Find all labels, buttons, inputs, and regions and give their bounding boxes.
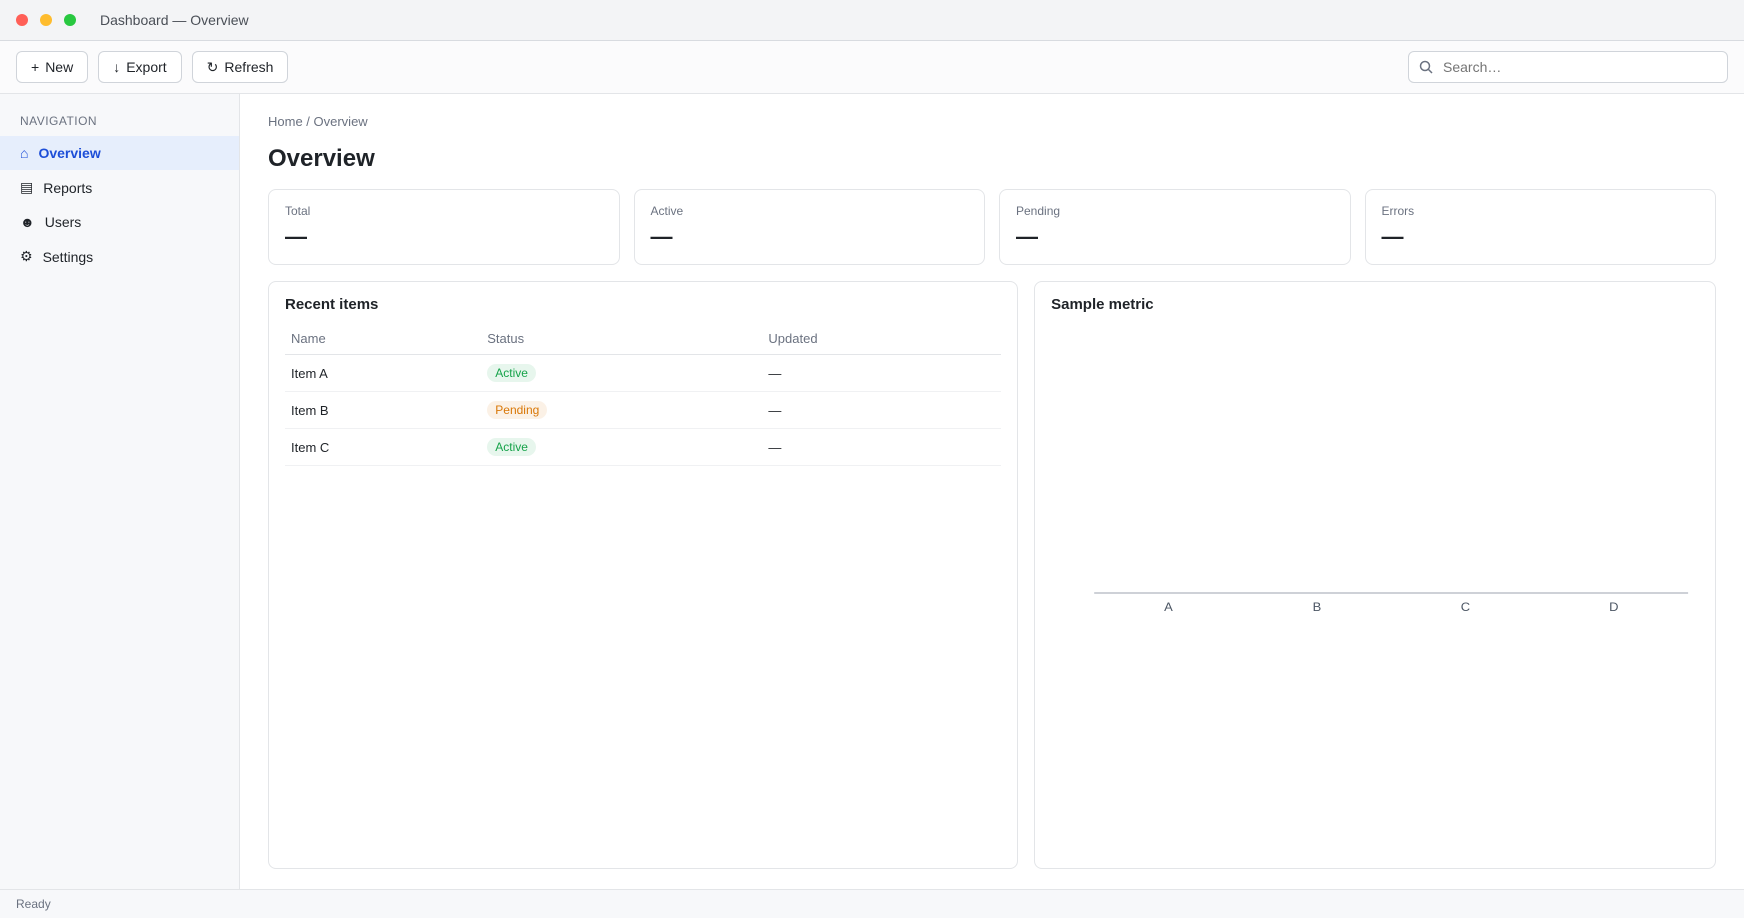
summary-card[interactable]: Active — bbox=[633, 189, 985, 265]
table-cell: — bbox=[762, 354, 1002, 392]
x-tick-label: A bbox=[1164, 600, 1173, 613]
chart-title: Sample metric bbox=[1051, 296, 1154, 313]
column-header[interactable]: Updated bbox=[762, 323, 1002, 355]
toolbar: + New ↓ Export ↻ Refresh bbox=[0, 41, 1744, 94]
sidebar: Navigation ⌂ Overview ▤ Reports ☻ Users … bbox=[0, 94, 240, 889]
table-cell: Item B bbox=[285, 391, 482, 429]
search-input[interactable] bbox=[1441, 58, 1717, 76]
export-button-label: Export bbox=[126, 59, 167, 75]
summary-card-value: — bbox=[1381, 224, 1404, 249]
sidebar-section-label: Navigation bbox=[20, 114, 98, 128]
download-icon: ↓ bbox=[113, 59, 121, 75]
sidebar-item-users[interactable]: ☻ Users bbox=[0, 205, 239, 239]
x-tick-label: C bbox=[1461, 600, 1470, 613]
summary-card[interactable]: Errors — bbox=[1364, 189, 1716, 265]
status-bar: Ready bbox=[0, 889, 1744, 918]
plus-icon: + bbox=[31, 59, 40, 75]
status-badge: Active bbox=[487, 438, 536, 456]
content-grid: Recent items Name Status Updated Item A A… bbox=[268, 281, 1716, 869]
table-panel: Recent items Name Status Updated Item A A… bbox=[268, 281, 1019, 869]
app-body: Navigation ⌂ Overview ▤ Reports ☻ Users … bbox=[0, 94, 1744, 889]
table-header-row: Name Status Updated bbox=[285, 323, 1002, 355]
x-tick-label: B bbox=[1313, 600, 1322, 613]
table-cell: Pending bbox=[481, 391, 763, 429]
summary-card-value: — bbox=[285, 224, 307, 249]
main-content: Home / Overview Overview Total — Active … bbox=[240, 94, 1744, 889]
home-icon: ⌂ bbox=[20, 145, 29, 161]
minimize-window-button[interactable] bbox=[40, 14, 52, 26]
sidebar-item-reports[interactable]: ▤ Reports bbox=[0, 170, 239, 205]
table-title: Recent items bbox=[285, 296, 379, 313]
summary-card-value: — bbox=[650, 224, 673, 249]
search-box[interactable] bbox=[1408, 51, 1728, 83]
chart-icon: ▤ bbox=[20, 179, 34, 195]
table-row[interactable]: Item C Active — bbox=[285, 428, 1002, 466]
sidebar-item-label: Users bbox=[44, 214, 82, 230]
sidebar-item-settings[interactable]: ⚙ Settings bbox=[0, 239, 239, 274]
summary-card[interactable]: Pending — bbox=[999, 189, 1351, 265]
gear-icon: ⚙ bbox=[20, 248, 33, 264]
table-cell: Item C bbox=[285, 428, 482, 466]
new-button[interactable]: + New bbox=[16, 51, 89, 83]
chart-panel: Sample metric A B C D bbox=[1034, 281, 1716, 869]
status-badge: Pending bbox=[487, 401, 548, 419]
summary-cards: Total — Active — Pending — Errors — bbox=[268, 189, 1716, 265]
export-button[interactable]: ↓ Export bbox=[98, 51, 182, 83]
refresh-icon: ↻ bbox=[206, 58, 219, 75]
column-header[interactable]: Name bbox=[285, 323, 482, 355]
table-cell: Active bbox=[481, 428, 763, 466]
sidebar-item-label: Overview bbox=[38, 145, 101, 161]
summary-card[interactable]: Total — bbox=[268, 189, 620, 265]
refresh-button-label: Refresh bbox=[224, 59, 274, 75]
maximize-window-button[interactable] bbox=[64, 14, 76, 26]
table-body: Item A Active — Item B Pending — Item C Active — bbox=[285, 354, 1002, 466]
summary-card-value: — bbox=[1016, 224, 1038, 249]
summary-card-label: Errors bbox=[1381, 204, 1415, 218]
sidebar-item-overview[interactable]: ⌂ Overview bbox=[0, 136, 239, 170]
table-row[interactable]: Item B Pending — bbox=[285, 391, 1002, 429]
window-title: Dashboard — Overview bbox=[100, 12, 249, 28]
page-title: Overview bbox=[268, 145, 375, 172]
status-badge: Active bbox=[487, 364, 536, 382]
summary-card-label: Active bbox=[650, 204, 684, 218]
summary-card-label: Pending bbox=[1016, 204, 1061, 218]
refresh-button[interactable]: ↻ Refresh bbox=[191, 51, 289, 83]
user-icon: ☻ bbox=[20, 214, 35, 230]
table-cell: — bbox=[762, 391, 1002, 429]
status-text: Ready bbox=[16, 897, 51, 911]
breadcrumb: Home / Overview bbox=[268, 114, 368, 129]
title-bar: Dashboard — Overview bbox=[0, 0, 1744, 41]
summary-card-label: Total bbox=[285, 204, 311, 218]
table-row[interactable]: Item A Active — bbox=[285, 354, 1002, 392]
table-cell: — bbox=[762, 428, 1002, 466]
sidebar-item-label: Reports bbox=[43, 179, 93, 196]
search-icon bbox=[1419, 60, 1433, 74]
close-window-button[interactable] bbox=[16, 14, 28, 26]
data-table: Name Status Updated Item A Active — Item B P… bbox=[285, 323, 1002, 466]
column-header[interactable]: Status bbox=[481, 323, 763, 355]
table-cell: Active bbox=[481, 354, 763, 392]
x-tick-label: D bbox=[1609, 600, 1618, 613]
bar-chart: A B C D bbox=[1094, 592, 1689, 614]
table-cell: Item A bbox=[285, 354, 482, 392]
new-button-label: New bbox=[45, 59, 74, 75]
sidebar-item-label: Settings bbox=[42, 248, 94, 265]
